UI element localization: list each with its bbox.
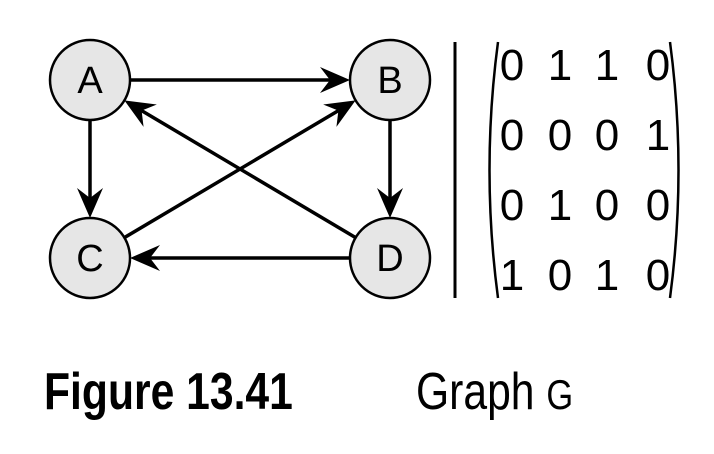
matrix-cell: 0 — [548, 251, 572, 300]
figure-caption: Graph G — [416, 366, 573, 418]
matrix-left-bracket — [488, 41, 500, 299]
matrix-cell: 1 — [500, 251, 524, 300]
node-d: D — [348, 216, 432, 300]
arrow-head-icon — [130, 245, 160, 271]
figure-graphic: A BC D 0 1 1 00 0 0 10 1 0 01 0 1 0 — [48, 38, 680, 300]
node-b: B — [348, 38, 432, 122]
matrix-cell: 0 — [595, 111, 619, 160]
matrix-cell: 0 — [548, 111, 572, 160]
caption-text: Graph — [416, 363, 547, 421]
node-label: A — [77, 60, 103, 102]
matrix-cell: 0 — [646, 181, 670, 230]
edge-line — [140, 109, 357, 240]
matrix-cell: 0 — [646, 41, 670, 90]
edge-a-c — [77, 120, 103, 218]
edge-d-a — [124, 100, 357, 240]
node-a: A — [48, 38, 132, 122]
matrix-cell: 1 — [646, 111, 670, 160]
node-circle — [348, 216, 432, 300]
arrow-head-icon — [323, 100, 356, 127]
node-circle — [348, 38, 432, 122]
arrow-head-icon — [377, 188, 403, 218]
arrow-head-icon — [124, 100, 157, 127]
node-label: B — [377, 60, 402, 102]
arrow-head-icon — [320, 67, 350, 93]
edge-a-b — [130, 67, 350, 93]
edge-b-d — [377, 120, 403, 218]
node-c: C — [48, 216, 132, 300]
adjacency-matrix: 0 1 1 00 0 0 10 1 0 01 0 1 0 — [488, 41, 680, 300]
matrix-cell: 0 — [646, 251, 670, 300]
node-label: C — [76, 238, 103, 280]
graph-edges — [77, 67, 403, 271]
matrix-cell: 0 — [500, 181, 524, 230]
matrix-cell: 1 — [595, 251, 619, 300]
node-label: D — [376, 238, 403, 280]
edge-c-b — [123, 100, 356, 240]
caption-variable: G — [546, 371, 574, 418]
node-circle — [48, 216, 132, 300]
arrow-head-icon — [77, 188, 103, 218]
node-circle — [48, 38, 132, 122]
matrix-cell: 1 — [548, 181, 572, 230]
matrix-cell: 1 — [595, 41, 619, 90]
matrix-cell: 0 — [500, 41, 524, 90]
edge-d-c — [130, 245, 350, 271]
edge-line — [123, 109, 340, 240]
matrix-cell: 1 — [548, 41, 572, 90]
matrix-right-bracket — [668, 41, 680, 299]
graph-nodes: A B C D — [48, 38, 432, 300]
matrix-cell: 0 — [595, 181, 619, 230]
figure-number: Figure 13.41 — [44, 363, 293, 421]
matrix-cell: 0 — [500, 111, 524, 160]
